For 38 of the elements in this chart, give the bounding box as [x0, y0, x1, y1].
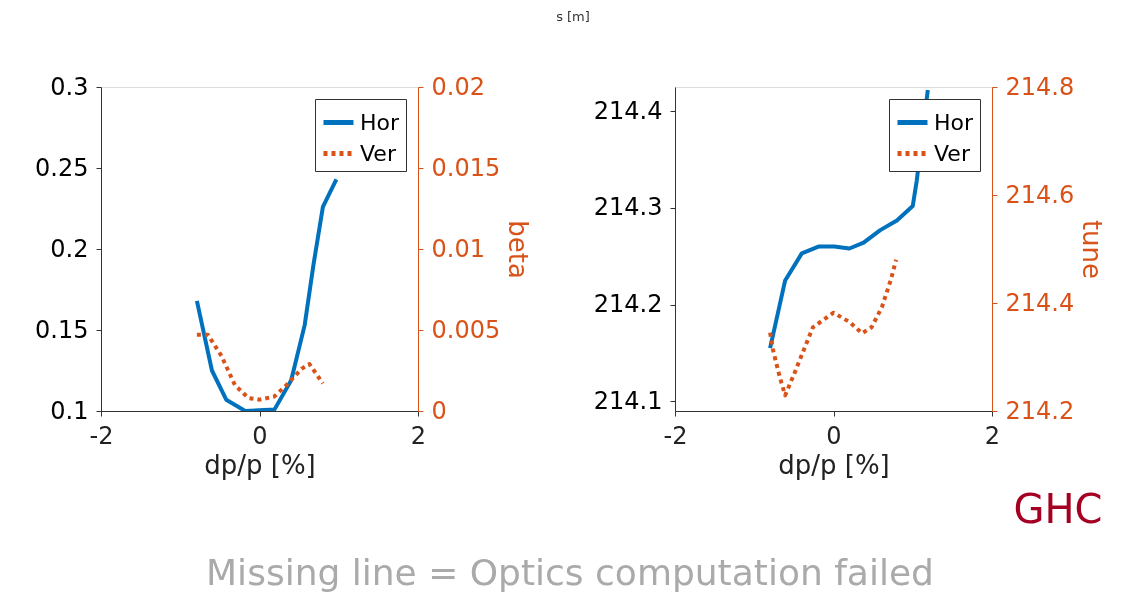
x-axis-title: dp/p [%] [778, 449, 890, 480]
x-tick-label: 2 [984, 421, 1001, 450]
legend-label: Hor [360, 109, 400, 135]
x-tick-label: 2 [410, 421, 427, 450]
y2-tick-label: 214.6 [1005, 180, 1075, 209]
y2-tick-label: 0 [431, 396, 447, 425]
x-tick-label: -2 [663, 421, 688, 450]
y-tick-label: 0.25 [35, 153, 89, 182]
y-tick-label: 0.3 [50, 72, 89, 101]
x-tick-label: -2 [89, 421, 114, 450]
x-tick-label: 0 [826, 421, 842, 450]
y-tick-label: 214.2 [593, 290, 663, 319]
text: GHC [1013, 486, 1103, 532]
y2-tick-label: 0.02 [431, 72, 485, 101]
y2-axis-title: beta [503, 220, 534, 279]
y-tick-label: 214.1 [593, 386, 663, 415]
text: Missing line = Optics computation failed [206, 552, 934, 593]
y-tick-label: 214.3 [593, 193, 663, 222]
line-series [194, 332, 325, 402]
y-tick-label: 0.15 [35, 315, 89, 344]
y2-tick-label: 214.8 [1005, 72, 1075, 101]
y2-tick-label: 214.4 [1005, 288, 1075, 317]
y-tick-label: 0.2 [50, 234, 89, 263]
legend-label: Hor [934, 109, 974, 135]
line-series [194, 177, 339, 411]
x-axis-title: dp/p [%] [204, 449, 316, 480]
y-tick-label: 214.4 [593, 96, 663, 125]
text: s [m] [556, 9, 590, 24]
x-tick-label: 0 [252, 421, 268, 450]
y2-tick-label: 0.015 [431, 153, 501, 182]
y2-tick-label: 0.01 [431, 234, 485, 263]
y2-axis-title: tune [1077, 219, 1108, 280]
legend-label: Ver [934, 140, 971, 166]
y2-tick-label: 214.2 [1005, 396, 1075, 425]
y-tick-label: 0.1 [50, 396, 89, 425]
y2-tick-label: 0.005 [431, 315, 501, 344]
line-series [768, 257, 899, 398]
legend-label: Ver [360, 140, 397, 166]
